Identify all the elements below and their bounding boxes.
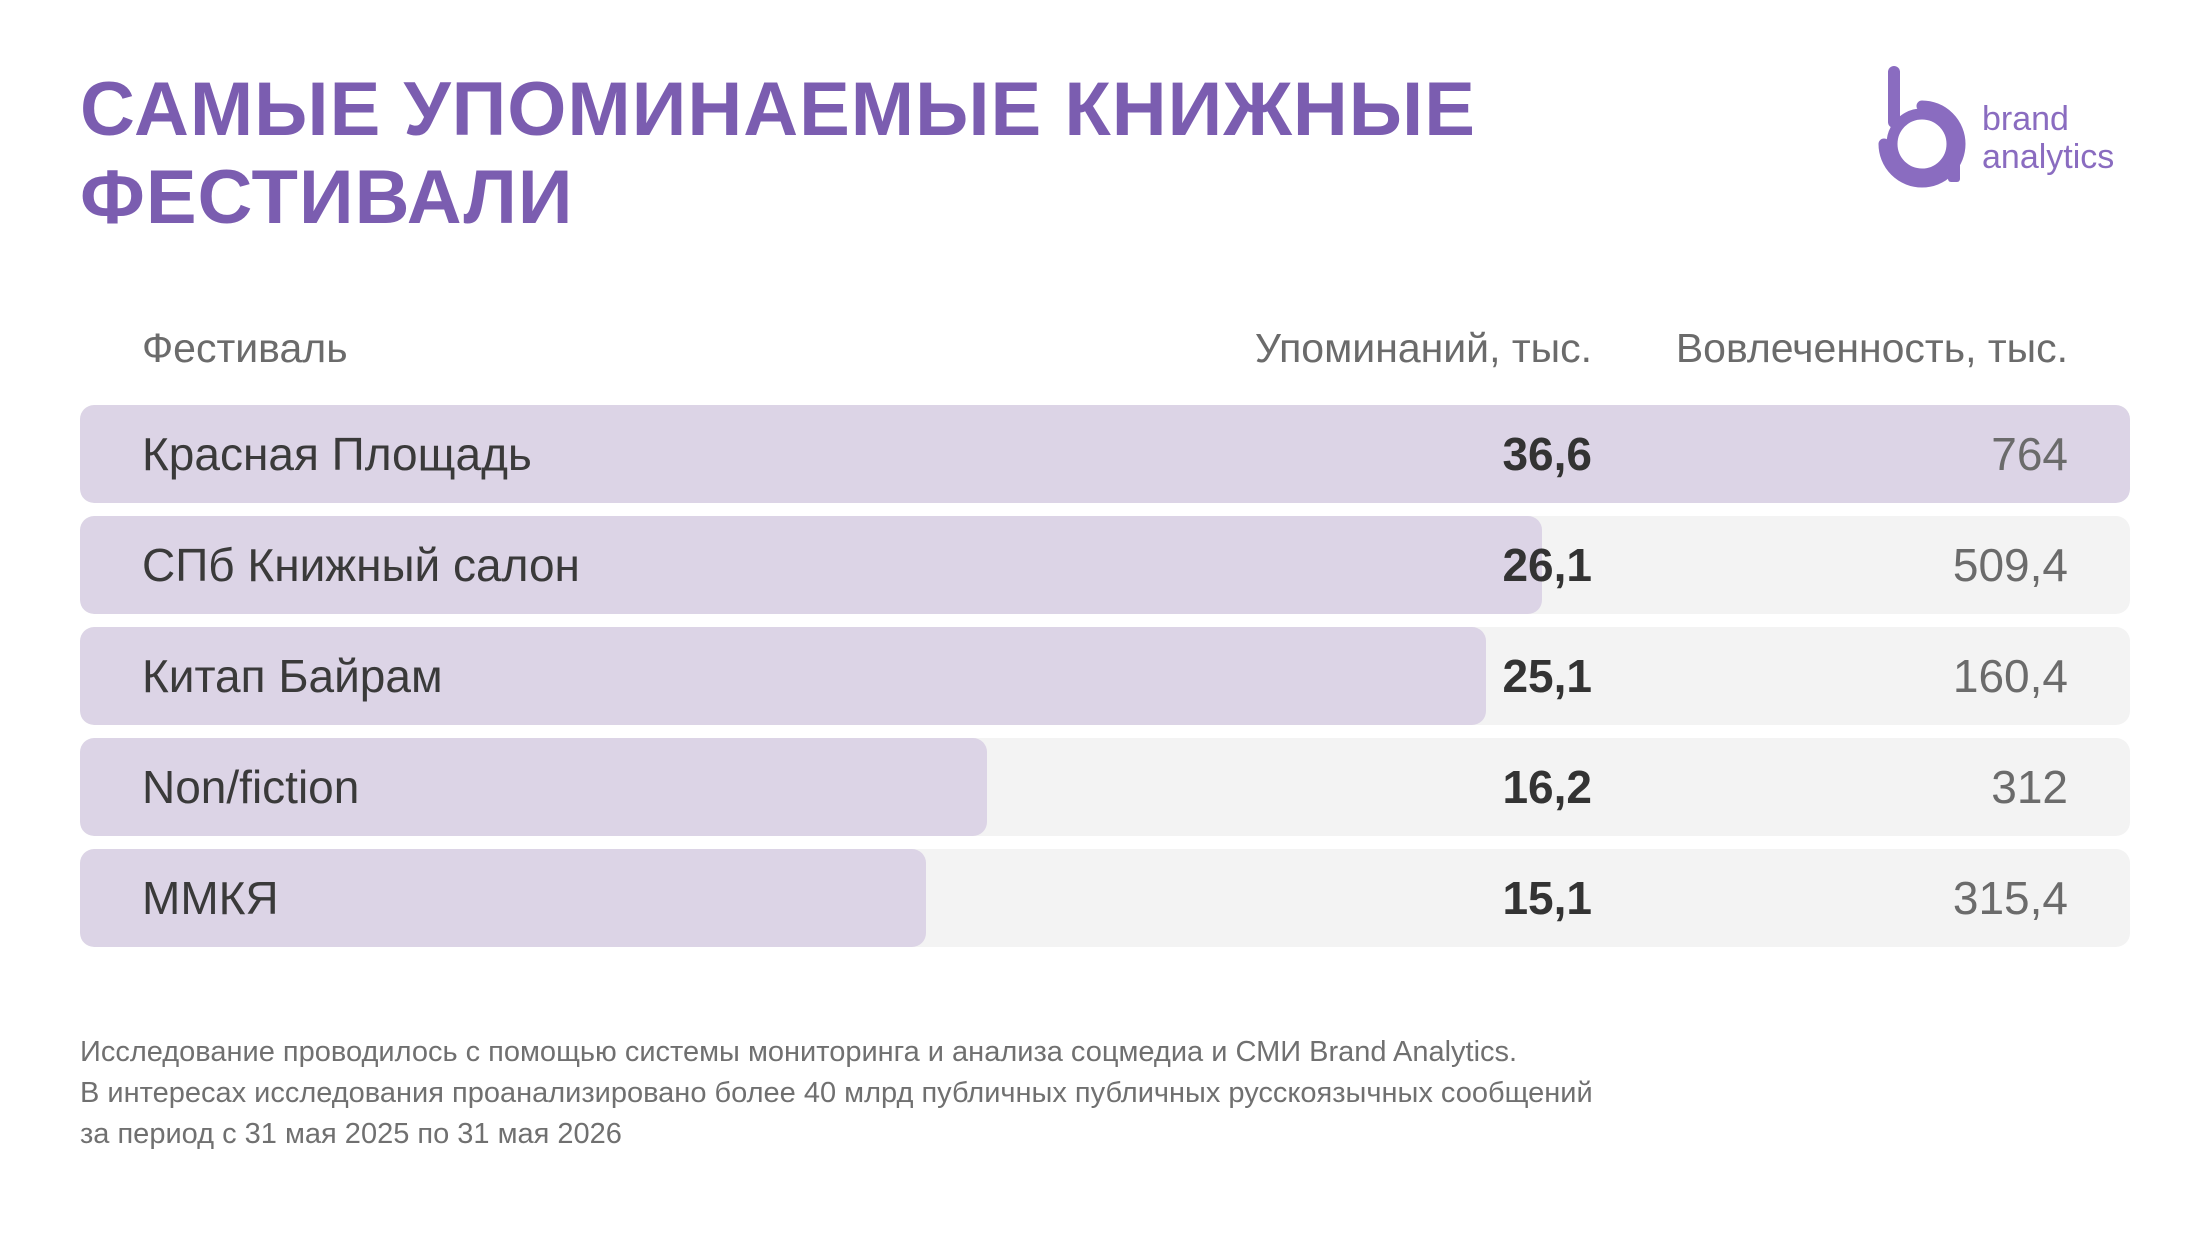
festival-name: ММКЯ	[142, 872, 279, 924]
engagement-value-label: 312	[1991, 761, 2068, 813]
brand-analytics-logo-icon	[1878, 66, 1966, 188]
engagement-value-label: 509,4	[1952, 539, 2068, 591]
brand-analytics-logo: brand analytics	[1870, 60, 2140, 190]
logo-word-brand: brand	[1982, 100, 2069, 138]
mentions-bar	[80, 516, 1542, 614]
column-header-festival: Фестиваль	[142, 325, 348, 371]
footnote-line-1: Исследование проводилось с помощью систе…	[80, 1036, 1518, 1068]
footnote-line-3: за период с 31 мая 2025 по 31 мая 2026	[80, 1118, 622, 1150]
mentions-value-label: 15,1	[1502, 872, 1592, 924]
logo-word-analytics: analytics	[1982, 138, 2115, 176]
mentions-bar	[80, 627, 1486, 725]
brand-analytics-wordmark: brand analytics	[1982, 100, 2114, 176]
engagement-value-label: 160,4	[1952, 650, 2068, 702]
festival-name: Non/fiction	[142, 761, 360, 813]
festival-name: Красная Площадь	[142, 428, 532, 480]
engagement-value-label: 764	[1991, 428, 2068, 480]
page-title-line-2: ФЕСТИВАЛИ	[80, 155, 574, 240]
table-row: Красная Площадь 36,6 764	[80, 405, 2130, 503]
column-header-mentions: Упоминаний, тыс.	[1254, 325, 1592, 371]
methodology-footnote: Исследование проводилось с помощью систе…	[80, 1032, 1980, 1155]
table-row: Non/fiction 16,2 312	[80, 738, 2130, 836]
table-row: СПб Книжный салон 26,1 509,4	[80, 516, 2130, 614]
festival-name: СПб Книжный салон	[142, 539, 580, 591]
page-title-line-1: САМЫЕ УПОМИНАЕМЫЕ КНИЖНЫЕ	[80, 67, 1476, 152]
column-header-engagement: Вовлеченность, тыс.	[1675, 325, 2068, 371]
mentions-value-label: 16,2	[1502, 761, 1592, 813]
festival-name: Китап Байрам	[142, 650, 443, 702]
footnote-line-2: В интересах исследования проанализирован…	[80, 1077, 1593, 1109]
engagement-value-label: 315,4	[1952, 872, 2068, 924]
mentions-value-label: 26,1	[1502, 539, 1592, 591]
mentions-value-label: 36,6	[1502, 428, 1592, 480]
page-title: САМЫЕ УПОМИНАЕМЫЕ КНИЖНЫЕ ФЕСТИВАЛИ	[80, 66, 1580, 242]
mentions-bar	[80, 405, 2130, 503]
table-header: Фестиваль Упоминаний, тыс. Вовлеченность…	[80, 325, 2130, 385]
mentions-bar	[80, 738, 987, 836]
table-row: ММКЯ 15,1 315,4	[80, 849, 2130, 947]
festival-bar-chart: Красная Площадь 36,6 764 СПб Книжный салон 2…	[80, 405, 2130, 960]
mentions-bar	[80, 849, 926, 947]
table-row: Китап Байрам 25,1 160,4	[80, 627, 2130, 725]
mentions-value-label: 25,1	[1502, 650, 1592, 702]
